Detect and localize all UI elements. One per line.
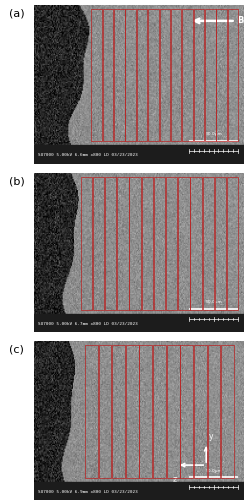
- Text: SU7000 5.00kV 6.6mm x800 LD 03/23/2023: SU7000 5.00kV 6.6mm x800 LD 03/23/2023: [38, 154, 138, 158]
- Bar: [114, 9, 124, 141]
- Bar: [105, 177, 116, 310]
- Text: BD: BD: [238, 16, 244, 26]
- Bar: [194, 346, 207, 478]
- Bar: [221, 346, 234, 478]
- Text: 50.0μm: 50.0μm: [205, 300, 222, 304]
- Bar: [228, 9, 238, 141]
- Text: 50.0μm: 50.0μm: [205, 132, 222, 136]
- Bar: [91, 9, 102, 141]
- Bar: [142, 177, 153, 310]
- Bar: [34, 146, 244, 164]
- Bar: [81, 177, 92, 310]
- Bar: [160, 9, 170, 141]
- Bar: [166, 177, 177, 310]
- Bar: [140, 346, 152, 478]
- Bar: [154, 177, 165, 310]
- Text: (a): (a): [9, 8, 25, 18]
- Bar: [130, 177, 141, 310]
- Bar: [180, 346, 193, 478]
- Text: z: z: [173, 474, 177, 484]
- Text: (c): (c): [9, 344, 24, 354]
- Bar: [126, 346, 139, 478]
- Bar: [190, 177, 202, 310]
- Bar: [216, 9, 227, 141]
- Bar: [137, 9, 147, 141]
- Bar: [34, 482, 244, 500]
- Bar: [167, 346, 180, 478]
- Bar: [215, 177, 226, 310]
- Bar: [34, 314, 244, 332]
- Bar: [103, 9, 113, 141]
- Bar: [99, 346, 111, 478]
- Bar: [153, 346, 166, 478]
- Bar: [227, 177, 238, 310]
- Bar: [205, 9, 216, 141]
- Bar: [208, 346, 221, 478]
- Bar: [178, 177, 190, 310]
- Bar: [171, 9, 182, 141]
- Bar: [194, 9, 204, 141]
- Bar: [148, 9, 159, 141]
- Bar: [125, 9, 136, 141]
- Text: SU7000 5.00kV 6.9mm x800 LD 03/23/2023: SU7000 5.00kV 6.9mm x800 LD 03/23/2023: [38, 490, 138, 494]
- Bar: [182, 9, 193, 141]
- Text: (b): (b): [9, 176, 25, 186]
- Bar: [117, 177, 129, 310]
- Text: 50.0μm: 50.0μm: [205, 468, 222, 472]
- Text: SU7000 5.00kV 6.7mm x800 LD 03/23/2023: SU7000 5.00kV 6.7mm x800 LD 03/23/2023: [38, 322, 138, 326]
- Bar: [203, 177, 214, 310]
- Bar: [112, 346, 125, 478]
- Bar: [85, 346, 98, 478]
- Bar: [93, 177, 104, 310]
- Text: y: y: [209, 432, 214, 442]
